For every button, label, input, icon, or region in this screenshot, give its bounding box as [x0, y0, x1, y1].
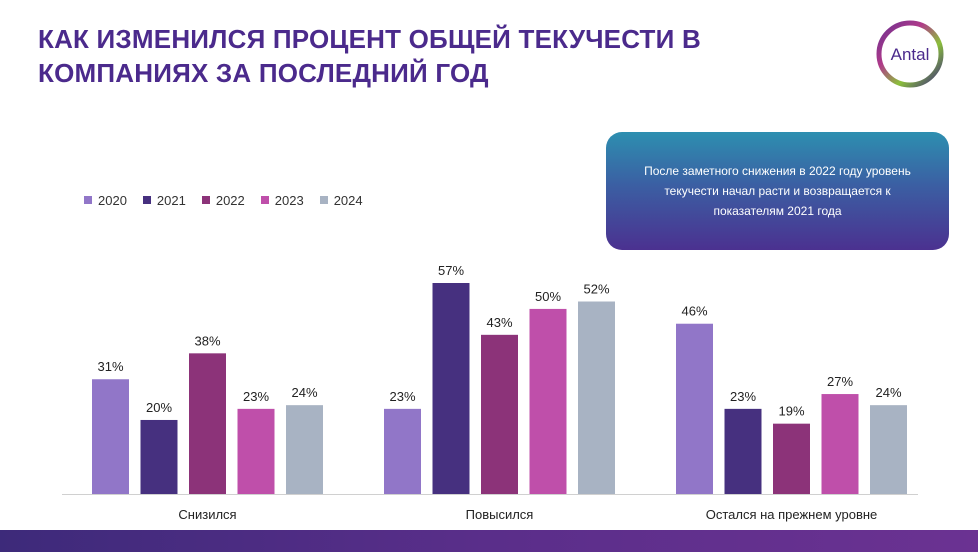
data-label: 23%: [243, 389, 269, 404]
category-label: Остался на прежнем уровне: [706, 507, 878, 522]
legend-item-2020: 2020: [84, 193, 127, 208]
antal-logo: Antal: [876, 20, 944, 88]
data-label: 46%: [681, 304, 707, 319]
legend-item-2022: 2022: [201, 192, 245, 208]
legend-item-2023: 2023: [260, 192, 304, 208]
bar-2021-2: [724, 408, 762, 494]
bar-2024-2: [870, 405, 907, 494]
bar-2024-1: [578, 301, 615, 494]
data-label: 27%: [827, 374, 853, 389]
callout-text: После заметного снижения в 2022 году уро…: [644, 164, 911, 218]
bottom-bar: [0, 530, 978, 552]
data-label: 24%: [875, 385, 901, 400]
logo-text: Antal: [891, 45, 930, 64]
bar-2023-0: [237, 408, 275, 494]
bar-2021-1: [432, 283, 470, 494]
data-label: 23%: [730, 389, 756, 404]
legend-label: 2022: [215, 192, 245, 208]
bar-2021-0: [140, 419, 178, 494]
legend-label: 2023: [274, 192, 304, 208]
legend-swatch: [84, 196, 92, 204]
chart-legend: 2020 2021 2022 2023 2024: [84, 191, 363, 209]
data-label: 38%: [194, 333, 220, 348]
page-title: КАК ИЗМЕНИЛСЯ ПРОЦЕНТ ОБЩЕЙ ТЕКУЧЕСТИ В …: [38, 24, 701, 88]
data-label: 24%: [291, 385, 317, 400]
bar-2024-0: [286, 405, 323, 494]
category-label: Повысился: [466, 507, 534, 522]
data-label: 52%: [583, 282, 609, 297]
bar-2020-1: [384, 408, 421, 494]
data-label: 57%: [438, 263, 464, 278]
data-label: 19%: [778, 404, 804, 419]
legend-swatch: [260, 196, 269, 204]
category-label: Снизился: [178, 507, 236, 522]
legend-label: 2020: [98, 192, 127, 208]
bar-2022-2: [773, 423, 810, 494]
legend-swatch: [319, 196, 328, 204]
bar-2022-0: [189, 353, 226, 494]
bar-2020-2: [676, 323, 713, 494]
data-label: 43%: [486, 315, 512, 330]
data-label: 50%: [535, 289, 561, 304]
legend-item-2024: 2024: [319, 192, 363, 208]
bar-2022-1: [481, 334, 518, 494]
bar-2020-0: [92, 379, 129, 494]
legend-swatch: [142, 196, 151, 204]
data-label: 20%: [146, 400, 172, 415]
data-label: 23%: [389, 389, 415, 404]
legend-label: 2021: [156, 192, 186, 208]
data-label: 31%: [97, 359, 123, 374]
legend-swatch: [201, 196, 210, 204]
bar-2023-2: [821, 394, 859, 494]
bar-2023-1: [529, 308, 567, 494]
legend-item-2021: 2021: [142, 192, 186, 208]
legend-label: 2024: [333, 192, 363, 208]
callout-box: После заметного снижения в 2022 году уро…: [606, 132, 949, 250]
